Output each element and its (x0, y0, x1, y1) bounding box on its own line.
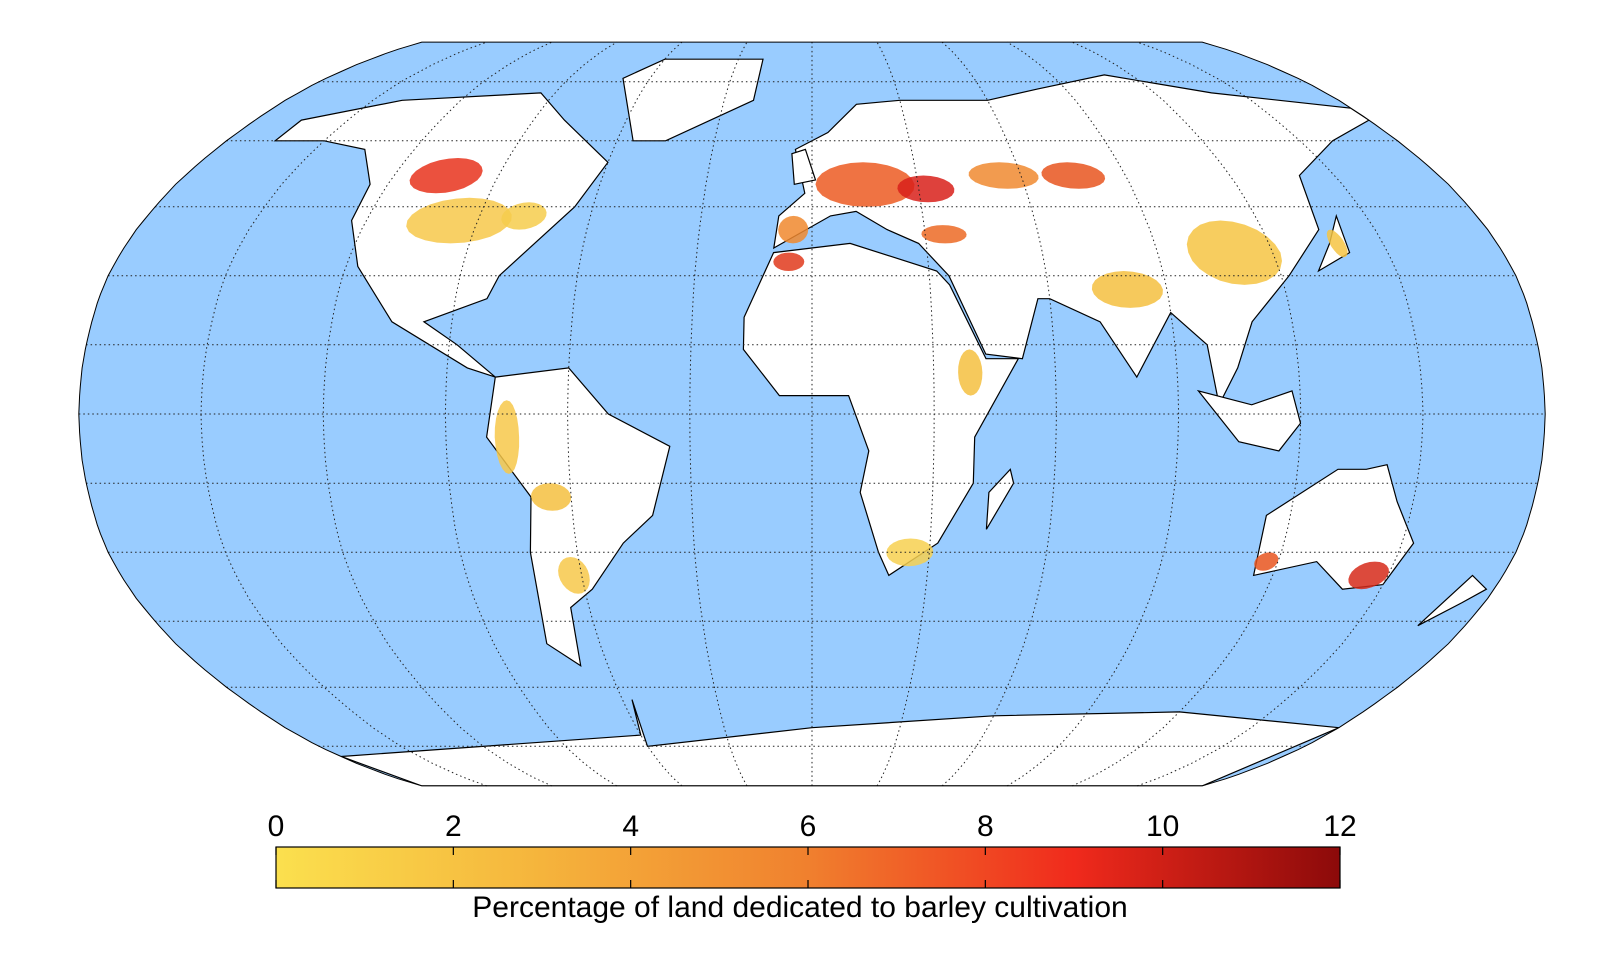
crop-area (558, 557, 590, 594)
crop-area (773, 252, 805, 271)
landmass (773, 74, 1371, 407)
crop-area (778, 215, 809, 244)
landmass (485, 367, 671, 667)
crop-area (1186, 220, 1282, 285)
landmass (1196, 389, 1302, 452)
meridian (689, 41, 748, 787)
landmass (1252, 463, 1415, 590)
tick-label: 8 (977, 810, 994, 843)
landmass (622, 58, 764, 142)
tick-label: 4 (622, 810, 639, 843)
crop-area (531, 483, 572, 511)
tick-label: 6 (800, 810, 817, 843)
crop-area (958, 349, 983, 396)
crop-area (968, 162, 1039, 189)
world-map (78, 41, 1546, 787)
crop-area (501, 202, 547, 230)
crop-area (897, 175, 955, 203)
crop-area (1348, 561, 1389, 590)
graticule (78, 41, 1546, 787)
crop-area (1041, 162, 1106, 189)
tick-label: 0 (268, 810, 285, 843)
meridian (1137, 41, 1424, 787)
colorbar-label: Percentage of land dedicated to barley c… (472, 891, 1127, 924)
crop-area (409, 158, 483, 194)
tick-label: 2 (445, 810, 462, 843)
map-border (78, 41, 1546, 787)
landmass (985, 468, 1015, 530)
landmass (791, 148, 817, 186)
meridian (200, 41, 487, 787)
land (273, 58, 1488, 786)
crop-area (406, 197, 512, 244)
tick-label: 10 (1146, 810, 1179, 843)
crop-area (1254, 552, 1279, 571)
crop-area (494, 400, 520, 474)
tick-label: 12 (1323, 810, 1356, 843)
landmass (1417, 574, 1488, 627)
crop-area (1091, 271, 1163, 308)
crop-area (921, 225, 967, 244)
colorbar: 0 2 4 6 8 10 12 (268, 810, 1357, 889)
crop-area (1326, 229, 1348, 258)
crop-area (815, 162, 915, 207)
